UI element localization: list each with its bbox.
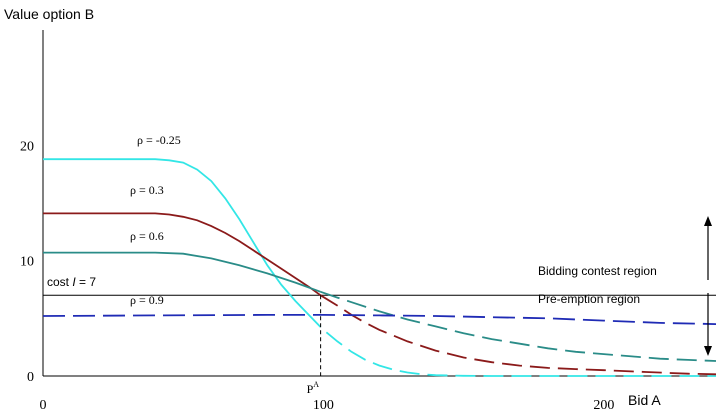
curve-label-rho-03: ρ = 0.3 [130, 183, 164, 197]
series-line-rho_09 [43, 315, 716, 324]
region-label-bidding-contest: Bidding contest region [538, 264, 657, 278]
y-tick-label: 10 [20, 255, 34, 270]
y-tick-label: 0 [27, 370, 34, 385]
x-tick-label: 100 [313, 398, 334, 413]
x-tick-label: 0 [40, 398, 47, 413]
series-line-rho_06-dashed [321, 292, 716, 361]
y-axis-label: Value option B [4, 6, 94, 22]
up-arrow-head [704, 216, 712, 226]
curve-label-rho-06: ρ = 0.6 [130, 229, 164, 243]
region-label-pre-emption: Pre-emption region [538, 292, 640, 306]
y-tick-labels: 0 10 20 [20, 139, 34, 385]
curve-label-rho-neg025: ρ = -0.25 [137, 133, 181, 147]
curve-label-rho-09: ρ = 0.9 [130, 293, 164, 307]
down-arrow-head [704, 346, 712, 356]
cost-line-label: cost I = 7 [47, 275, 96, 289]
series-line-rho_03-dashed [321, 295, 716, 374]
x-axis-label: Bid A [628, 392, 661, 408]
y-tick-label: 20 [20, 139, 34, 154]
pa-marker-label: PA [307, 380, 320, 396]
x-tick-labels: 0 100 200 [40, 398, 615, 413]
series-line-rho_neg025-solid [43, 159, 307, 312]
x-tick-label: 200 [593, 398, 614, 413]
